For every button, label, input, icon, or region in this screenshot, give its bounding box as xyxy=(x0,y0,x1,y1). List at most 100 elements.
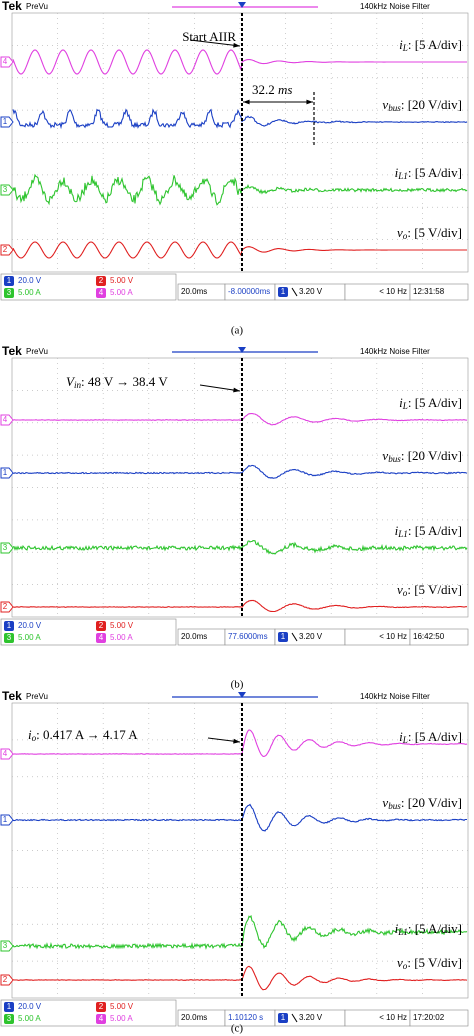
status-bar: 1 20.0 V 2 5.00 V 3 5.00 A 4 5.00 A 20.0ms 1.1012… xyxy=(0,999,469,1027)
waveform xyxy=(13,729,468,757)
filter: 140kHz Noise Filter xyxy=(360,692,430,701)
marker-shape xyxy=(0,414,14,426)
waveform xyxy=(12,803,467,832)
trigger-slope xyxy=(291,632,298,642)
channel-scale: 5.00 A xyxy=(110,633,133,642)
waveform xyxy=(12,413,468,426)
trace-label: iL: [5 A/div] xyxy=(399,37,462,53)
channel-marker: 2 xyxy=(0,974,14,986)
status-position: 77.6000ms xyxy=(228,632,268,641)
trace-label-part: i xyxy=(399,37,403,52)
trace-label: vo: [5 V/div] xyxy=(397,955,462,971)
channel-number: 3 xyxy=(7,288,12,297)
annotation-part: o xyxy=(32,733,37,743)
trace-label: iL1: [5 A/div] xyxy=(395,523,462,539)
status-timebase: 20.0ms xyxy=(181,632,207,641)
channel-marker: 4 xyxy=(0,748,14,760)
channel-badge xyxy=(96,633,106,643)
trace-label-part: : [5 A/div] xyxy=(408,37,462,52)
marker-shape xyxy=(0,244,14,256)
annotation: Start AIIR xyxy=(182,29,236,44)
trigger-slope xyxy=(291,1013,298,1023)
status-bar: 1 20.0 V 2 5.00 V 3 5.00 A 4 5.00 A 20.0ms 77.600… xyxy=(0,618,469,646)
marker-shape xyxy=(0,748,14,760)
channel-scale: 5.00 A xyxy=(110,1014,133,1023)
channel-badge xyxy=(96,276,106,286)
annotation: io: 0.417 A → 4.17 A xyxy=(28,727,138,743)
channel-number: 1 xyxy=(7,621,12,630)
marker-label: 4 xyxy=(3,749,8,758)
channel-marker: 2 xyxy=(0,601,14,613)
trace-label: iL: [5 A/div] xyxy=(399,729,462,745)
channel-marker: 1 xyxy=(0,116,14,128)
channel-scale: 5.00 V xyxy=(110,276,134,285)
trace-label-part: i xyxy=(395,921,399,936)
marker-label: 4 xyxy=(3,57,8,66)
channel-marker: 3 xyxy=(0,184,14,196)
trace-label-part: v xyxy=(382,448,388,463)
channel-number: 2 xyxy=(99,1002,104,1011)
trace-label-part: bus xyxy=(388,103,401,113)
trace-label-part: L1 xyxy=(397,529,408,539)
marker-shape xyxy=(0,56,14,68)
status-frequency: < 10 Hz xyxy=(379,287,407,296)
trace-label-part: : [5 A/div] xyxy=(408,921,462,936)
marker-shape xyxy=(0,940,14,952)
annotation-part: ms xyxy=(278,82,292,97)
trigger-channel: 1 xyxy=(281,287,286,296)
trace-label-part: bus xyxy=(388,801,401,811)
trace-label: vo: [5 V/div] xyxy=(397,225,462,241)
trace-label-part: L1 xyxy=(397,927,408,937)
trigger-position xyxy=(238,347,246,353)
channel-badge xyxy=(4,633,14,643)
channel-scale: 5.00 V xyxy=(110,621,134,630)
waveform xyxy=(12,464,468,479)
marker-shape xyxy=(0,116,14,128)
arrow-head xyxy=(233,738,240,744)
status-time: 17:20:02 xyxy=(413,1013,445,1022)
annotation: Vin: 48 V → 38.4 V xyxy=(66,374,168,390)
brand: Tek xyxy=(2,344,22,358)
arrow-head xyxy=(306,99,313,105)
filter: 140kHz Noise Filter xyxy=(360,347,430,356)
status-bar: 1 20.0 V 2 5.00 V 3 5.00 A 4 5.00 A 20.0ms -8.000… xyxy=(0,273,469,301)
arrow-head xyxy=(233,387,240,393)
brand: Tek xyxy=(2,0,22,13)
marker-shape xyxy=(0,814,14,826)
marker-shape xyxy=(0,467,14,479)
trace-label-part: : [5 V/div] xyxy=(407,955,462,970)
mode: PreVu xyxy=(26,347,48,356)
trace-label-part: : [5 V/div] xyxy=(407,582,462,597)
trigger-slope xyxy=(291,287,298,297)
status-time: 16:42:50 xyxy=(413,632,445,641)
waveform xyxy=(13,599,467,613)
channel-marker: 3 xyxy=(0,940,14,952)
status-frequency: < 10 Hz xyxy=(379,1013,407,1022)
status-channels-box xyxy=(0,999,177,1027)
channel-scale: 5.00 A xyxy=(18,1014,41,1023)
channel-badge xyxy=(96,1014,106,1024)
trace-label-part: o xyxy=(403,588,408,598)
channel-badge xyxy=(278,287,288,297)
trace-label: vo: [5 V/div] xyxy=(397,582,462,598)
trace-label-part: L1 xyxy=(397,171,408,181)
trace-label-part: i xyxy=(395,523,399,538)
trace-label-part: : [5 A/div] xyxy=(408,395,462,410)
marker-label: 2 xyxy=(3,245,8,254)
trace-label-part: v xyxy=(382,795,388,810)
trace-label-part: o xyxy=(403,231,408,241)
status-channels-box xyxy=(0,618,177,646)
filter: 140kHz Noise Filter xyxy=(360,2,430,11)
status-channels-box xyxy=(0,273,177,301)
channel-badge xyxy=(278,632,288,642)
channel-badge xyxy=(4,1014,14,1024)
annotation: 32.2 ms xyxy=(252,82,292,97)
marker-label: 1 xyxy=(3,468,8,477)
channel-badge xyxy=(278,1013,288,1023)
status-position: 1.10120 s xyxy=(228,1013,263,1022)
trigger-position xyxy=(238,2,246,8)
